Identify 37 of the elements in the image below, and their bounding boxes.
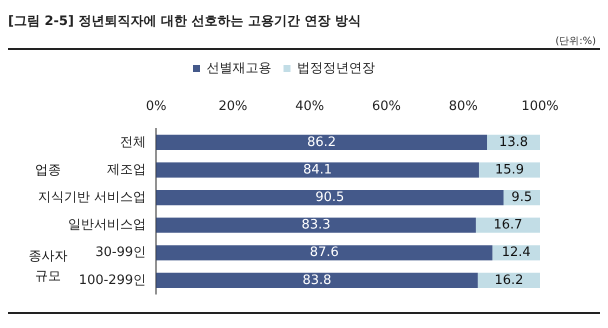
bar (156, 134, 488, 150)
x-tick-label: 0% (146, 99, 166, 114)
y-tick-label: 제조업 (107, 162, 146, 178)
text: 업종 (35, 162, 61, 178)
x-tick-label: 20% (218, 99, 248, 114)
data-label: 84.1 (303, 162, 332, 178)
chart-title: [그림 2-5] 정년퇴직자에 대한 선호하는 고용기간 연장 방식 (8, 13, 362, 31)
x-tick-label: 40% (295, 99, 324, 114)
y-tick-label: 일반서비스업 (68, 218, 146, 233)
data-label: 16.2 (494, 272, 524, 288)
bar (156, 245, 492, 260)
data-label: 86.2 (307, 134, 336, 150)
y-tick-label: 지식기반 서비스업 (38, 190, 146, 205)
x-tick-label: 60% (372, 99, 401, 114)
text: 종사자 규모 (28, 248, 68, 284)
data-label: 83.3 (302, 218, 330, 233)
bar (156, 162, 479, 178)
data-label: 9.5 (511, 190, 532, 205)
bar (156, 272, 478, 288)
data-label: 16.7 (493, 218, 522, 233)
data-label: 15.9 (495, 162, 524, 178)
data-label: 13.8 (499, 134, 528, 150)
legend-label: 법정정년연장 (297, 60, 375, 76)
y-tick-label: 30-99인 (95, 245, 146, 260)
data-label: 87.6 (310, 245, 339, 260)
x-tick-label: 80% (448, 99, 478, 114)
y-tick-label: 100-299인 (78, 272, 146, 288)
bar (476, 218, 540, 233)
bar (156, 190, 504, 206)
y-tick-label: 전체 (120, 134, 146, 150)
data-label: 83.8 (302, 272, 332, 288)
data-label: 12.4 (502, 245, 531, 260)
legend-label: 선별재고용 (206, 60, 272, 76)
data-label: 90.5 (315, 190, 344, 205)
bar (156, 218, 476, 233)
text: (단위:%) (554, 35, 597, 48)
x-tick-label: 100% (521, 99, 559, 114)
